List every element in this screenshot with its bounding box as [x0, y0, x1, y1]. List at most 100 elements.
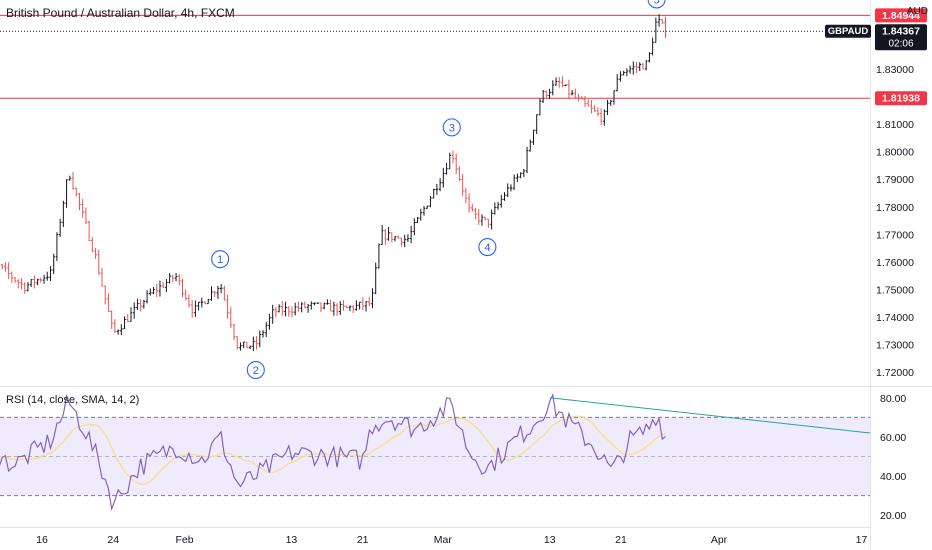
candlestick: [322, 302, 326, 310]
candlestick: [145, 290, 149, 304]
candlestick: [545, 90, 548, 99]
candlestick: [393, 235, 397, 242]
candlestick: [532, 129, 535, 145]
candlestick: [149, 288, 152, 296]
rsi-axis[interactable]: 80.00 60.00 40.00 20.00: [880, 393, 906, 522]
candlestick: [361, 297, 365, 310]
wave-label-4[interactable]: 4: [478, 237, 497, 257]
candlestick: [81, 199, 84, 218]
candlestick: [409, 225, 413, 244]
candlestick: [229, 307, 233, 329]
candlestick: [541, 90, 545, 103]
candlestick: [432, 188, 435, 199]
chart-title: British Pound / Australian Dollar, 4h, F…: [6, 6, 235, 20]
candlestick: [300, 302, 303, 313]
candlestick: [313, 302, 316, 306]
candlestick: [129, 307, 133, 322]
candlestick: [326, 299, 329, 305]
candlestick: [448, 152, 452, 170]
candlestick: [4, 262, 7, 272]
candlestick: [297, 301, 300, 312]
candlestick: [516, 173, 519, 182]
candlestick: [496, 201, 500, 210]
candlestick: [42, 274, 46, 284]
price-axis[interactable]: 1.840001.830001.820001.810001.800001.790…: [876, 36, 914, 379]
candlestick: [158, 280, 162, 297]
wave-label-3[interactable]: 3: [442, 118, 461, 137]
candlestick: [190, 300, 194, 318]
candlestick: [654, 17, 658, 43]
wave-label-1[interactable]: 1: [211, 250, 230, 269]
candlestick: [161, 281, 165, 289]
price-tick-label: 1.77000: [876, 229, 914, 241]
candlestick: [451, 150, 455, 164]
candlestick: [657, 14, 661, 27]
candlestick: [599, 108, 603, 126]
time-tick-label: 13: [286, 534, 298, 546]
candlestick: [467, 193, 471, 213]
candlestick: [26, 282, 30, 292]
candlestick: [271, 304, 274, 324]
wave-label-text: 2: [253, 365, 259, 377]
candlestick: [651, 37, 654, 56]
candlestick: [23, 282, 27, 294]
rsi-tick-label: 80.00: [880, 393, 906, 405]
candlestick: [194, 300, 197, 317]
rsi-divergence-trendline[interactable]: [549, 397, 871, 434]
candlestick: [197, 301, 200, 311]
candlestick: [232, 323, 236, 341]
candlestick: [29, 279, 33, 287]
candlestick: [367, 296, 371, 307]
candlestick: [306, 304, 310, 313]
candlestick: [103, 285, 107, 305]
candlestick: [506, 183, 510, 198]
candlestick: [97, 249, 101, 275]
price-tick-label: 1.75000: [876, 285, 914, 297]
candlestick: [641, 62, 645, 70]
candlestick: [596, 107, 600, 117]
wave-label-text: 5: [654, 0, 660, 6]
rsi-panel-title: RSI (14, close, SMA, 14, 2): [6, 394, 140, 406]
candlestick: [206, 299, 210, 305]
candlestick: [223, 285, 226, 301]
candlestick: [364, 301, 368, 312]
rsi-tick-label: 20.00: [880, 510, 906, 522]
candlestick: [200, 297, 204, 308]
candlestick: [512, 174, 516, 190]
candlestick: [348, 305, 352, 312]
wave-label-text: 3: [449, 122, 455, 134]
wave-label-2[interactable]: 2: [246, 360, 265, 380]
candlestick: [65, 179, 68, 209]
candlestick: [480, 214, 484, 226]
wave-label-text: 4: [484, 242, 490, 254]
candlestick: [590, 100, 593, 114]
candlestick: [55, 232, 59, 262]
candlestick: [483, 216, 487, 221]
candlestick: [332, 301, 336, 316]
candlestick: [116, 329, 120, 335]
candlestick: [400, 237, 403, 247]
candlestick: [338, 301, 342, 316]
candlestick: [535, 114, 539, 135]
candlestick: [213, 290, 217, 297]
candlestick: [216, 285, 220, 299]
candlestick: [335, 303, 339, 316]
candlestick: [203, 301, 207, 305]
wave-label-5[interactable]: 5: [647, 0, 666, 9]
candlestick: [342, 300, 345, 311]
candlestick: [525, 146, 529, 174]
candlestick: [113, 319, 117, 333]
candlestick: [593, 104, 596, 113]
price-tick-label: 1.74000: [876, 312, 914, 324]
time-tick-label: Apr: [711, 534, 728, 546]
candlestick: [287, 306, 291, 317]
time-axis[interactable]: 16 24 Feb 13 21 Mar 13 21 Apr 17: [36, 534, 867, 546]
candlestick: [10, 271, 14, 284]
candlestick: [406, 234, 410, 242]
time-tick-label: 13: [544, 534, 556, 546]
candlestick: [120, 324, 123, 336]
candlestick: [235, 336, 239, 350]
ticker-label: GBPAUD: [828, 26, 869, 37]
candlestick: [181, 279, 184, 298]
